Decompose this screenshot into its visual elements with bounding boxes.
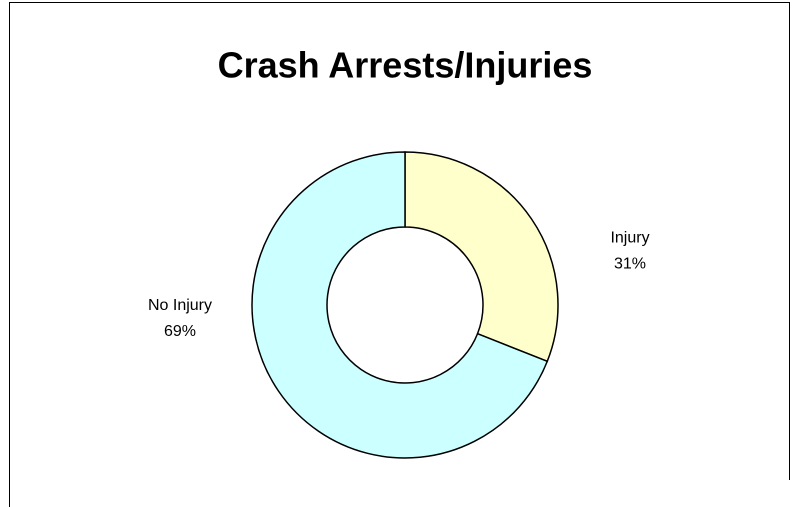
slice-value-label: 31% [614, 255, 646, 272]
chart-border [9, 2, 790, 507]
chart-title: Crash Arrests/Injuries [218, 45, 593, 86]
slice-value-label: 69% [164, 323, 196, 340]
slice-label: No Injury [148, 297, 212, 314]
donut-slice [251, 151, 549, 459]
slice-label: Injury [610, 229, 649, 246]
donut-slice [404, 151, 559, 363]
